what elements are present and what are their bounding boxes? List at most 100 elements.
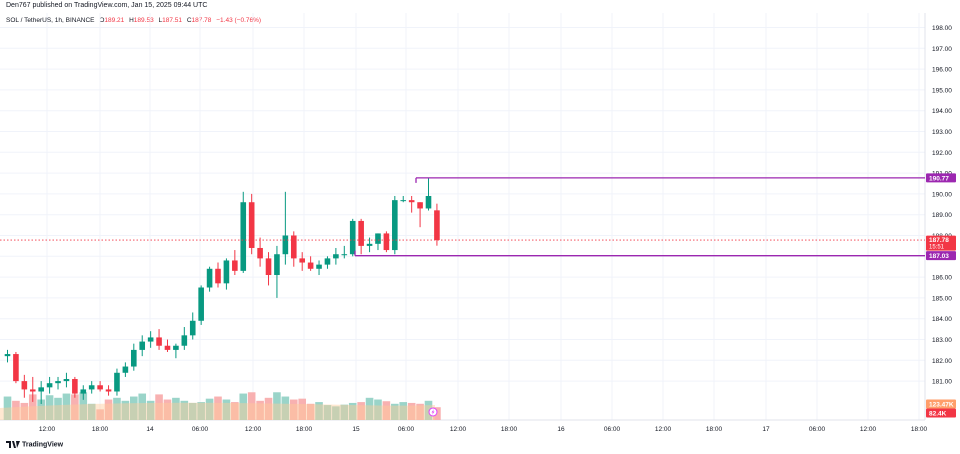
volume-bar <box>315 402 323 420</box>
y-tick-label: 192.00 <box>932 150 952 157</box>
volume-bar <box>399 402 408 420</box>
volume-bar <box>289 399 298 420</box>
volume-bar <box>155 394 163 420</box>
candle-body <box>307 262 314 269</box>
top-bar: Den767 published on TradingView.com, Jan… <box>0 0 960 13</box>
candle-body <box>392 200 398 251</box>
candle-body <box>366 243 373 246</box>
candle-body <box>299 258 305 263</box>
volume-bar <box>365 397 374 420</box>
candle-body <box>46 383 53 388</box>
volume-bar <box>214 396 222 420</box>
x-tick-label: 18:00 <box>501 426 518 433</box>
candle-body <box>240 202 247 271</box>
candle-body <box>189 320 196 336</box>
publisher-line: Den767 published on TradingView.com, Jan… <box>6 2 208 9</box>
level-low-tag: 187.03 <box>929 253 949 260</box>
symbol-legend: SOL / TetherUS, 1h, BINANCE O189.21 H189… <box>6 17 261 24</box>
volume-bar <box>197 402 205 420</box>
volume-bar <box>104 399 113 420</box>
candle-body <box>63 379 70 382</box>
candle-body <box>156 337 162 346</box>
candle-body <box>114 372 120 392</box>
candle-body <box>198 287 204 321</box>
candle-body <box>72 379 78 394</box>
y-tick-label: 183.00 <box>932 337 952 344</box>
candle-body <box>21 381 28 390</box>
volume-tag-1-bg <box>926 399 956 409</box>
level-high-tag: 190.77 <box>929 175 949 182</box>
volume-bar <box>382 401 391 420</box>
y-tick-label: 184.00 <box>932 316 952 323</box>
x-tick-label: 15 <box>352 426 360 433</box>
candle-body <box>408 200 415 203</box>
x-tick-label: 12:00 <box>450 426 467 433</box>
x-tick-label: 06:00 <box>192 426 209 433</box>
volume-bar <box>113 397 121 420</box>
volume-bar <box>12 400 20 420</box>
x-tick-label: 14 <box>146 426 154 433</box>
high-value: 189.53 <box>133 17 154 24</box>
y-tick-label: 181.00 <box>932 379 952 386</box>
candle-body <box>257 247 263 259</box>
volume-bar <box>391 403 399 420</box>
candle-body <box>139 341 146 350</box>
volume-bar <box>121 400 130 420</box>
volume-bar <box>79 392 88 420</box>
level-high-tag-bg <box>926 173 956 183</box>
volume-bar <box>357 402 365 420</box>
candle-body <box>105 389 112 392</box>
volume-bar <box>273 392 281 420</box>
last-price-tag: 187.78 <box>929 237 949 244</box>
volume-bar <box>298 398 306 420</box>
volume-bar <box>20 402 29 420</box>
candle-body <box>55 381 61 384</box>
volume-bar <box>239 393 248 420</box>
volume-bar <box>348 402 357 420</box>
x-tick-label: 06:00 <box>809 426 826 433</box>
volume-bar <box>3 396 12 420</box>
volume-bar <box>340 404 349 420</box>
candle-body <box>434 210 440 241</box>
candle-body <box>265 258 272 276</box>
candle-body <box>417 202 423 209</box>
symbol-info: SOL / TetherUS, 1h, BINANCE <box>6 17 95 24</box>
volume-bar <box>281 396 290 420</box>
volume-bar <box>138 393 147 420</box>
volume-bar <box>87 403 96 420</box>
y-tick-label: 195.00 <box>932 87 952 94</box>
volume-bar <box>374 399 382 420</box>
y-tick-label: 198.00 <box>932 25 952 32</box>
candle-body <box>383 233 390 251</box>
y-tick-label: 194.00 <box>932 108 952 115</box>
volume-tag-2-bg <box>926 408 956 418</box>
candle-body <box>97 385 103 390</box>
volume-bar <box>62 393 71 420</box>
volume-bar <box>45 395 54 420</box>
y-tick-label: 193.00 <box>932 129 952 136</box>
volume-bar <box>222 399 231 420</box>
volume-bar <box>306 403 315 420</box>
high-label: H <box>129 17 134 24</box>
volume-bar <box>407 402 416 420</box>
volume-bar <box>231 402 239 420</box>
candle-body <box>324 258 331 265</box>
candle-body <box>375 233 381 244</box>
candle-body <box>80 389 87 394</box>
candle-body <box>290 235 297 259</box>
volume-bar <box>130 396 138 420</box>
candle-body <box>248 202 255 248</box>
y-tick-label: 197.00 <box>932 46 952 53</box>
candle-body <box>282 235 289 255</box>
y-tick-label: 190.00 <box>932 191 952 198</box>
volume-tag-2: 82.4K <box>929 410 947 417</box>
open-value: 189.21 <box>104 17 125 24</box>
candle-body <box>341 254 348 256</box>
volume-bar <box>332 406 340 420</box>
x-tick-label: 12:00 <box>655 426 672 433</box>
lightning-bolt <box>431 409 435 415</box>
candle-body <box>29 389 36 392</box>
y-tick-label: 196.00 <box>932 67 952 74</box>
close-value: 187.78 <box>191 17 212 24</box>
